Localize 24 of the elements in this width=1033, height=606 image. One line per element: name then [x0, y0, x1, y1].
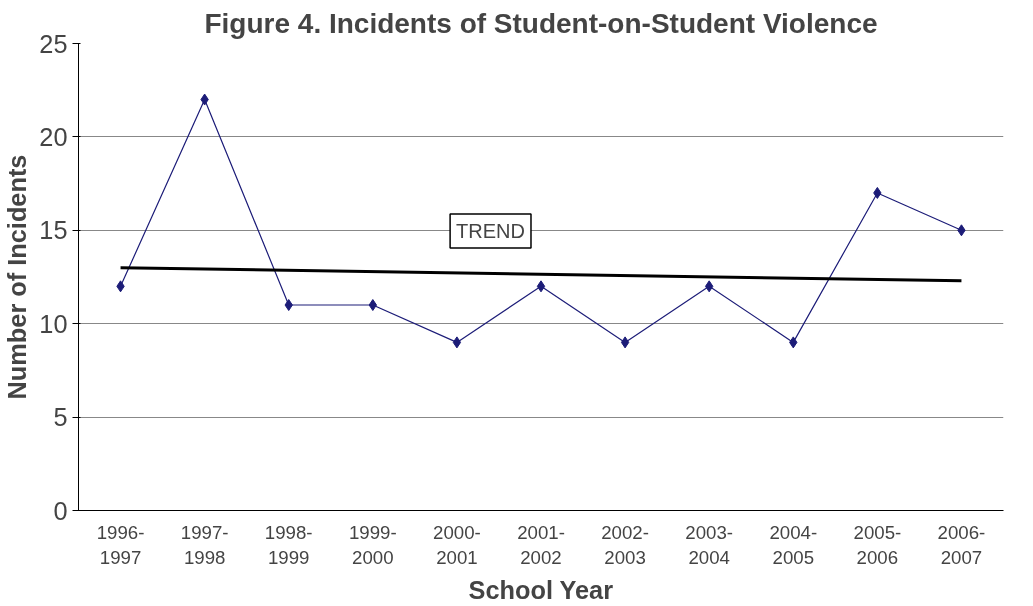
y-tick-label: 25 [39, 29, 68, 58]
x-tick-label: 1997- 1998 [180, 521, 229, 568]
chart-title: Figure 4. Incidents of Student-on-Student Violence [204, 7, 878, 39]
point [620, 336, 630, 349]
x-tick-label: 2001- 2002 [517, 521, 565, 568]
x-tick-label: 1996- 1997 [96, 521, 145, 568]
point [536, 280, 546, 293]
x-tick-label: 2000- 2001 [433, 521, 481, 568]
y-tick-label: 20 [39, 122, 68, 151]
x-tick-label: 2006- 2007 [937, 521, 986, 568]
x-tick-label: 2002- 2003 [601, 521, 649, 568]
x-tick-label: 2004- 2005 [769, 521, 818, 568]
x-tick-label: 2003- 2004 [685, 521, 734, 568]
y-tick-label: 0 [53, 496, 68, 525]
x-tick-label: 1999- 2000 [348, 521, 397, 568]
y-tick-label: 5 [53, 403, 68, 432]
point [452, 336, 462, 349]
series-label: TREND [456, 220, 525, 243]
y-axis-title: Number of Incidents [3, 154, 32, 400]
y-tick-label: 10 [39, 309, 68, 338]
x-tick-label: 1998- 1999 [264, 521, 313, 568]
x-tick-label: 2005- 2006 [853, 521, 902, 568]
x-axis-title: School Year [468, 575, 614, 604]
y-tick-label: 15 [39, 216, 68, 245]
